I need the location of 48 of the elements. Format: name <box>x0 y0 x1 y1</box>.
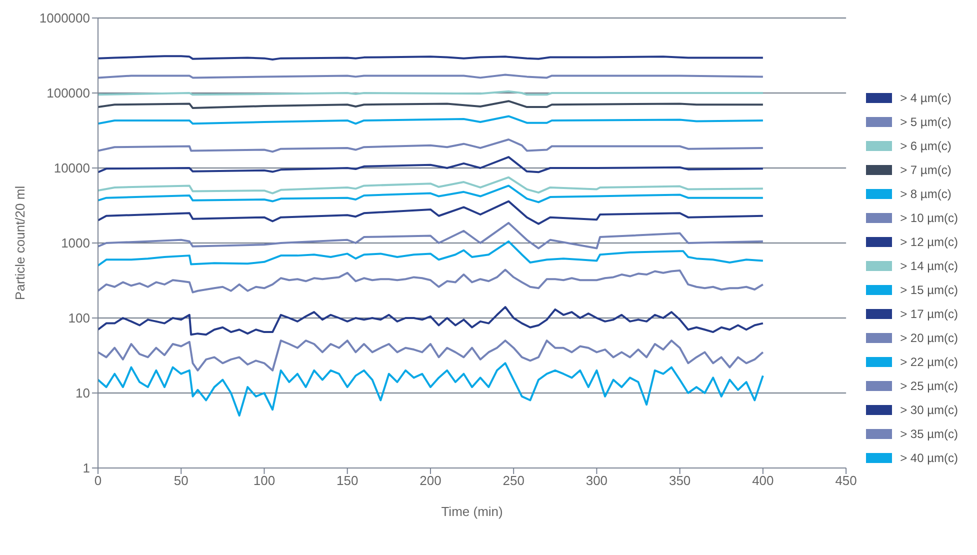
y-tick-label: 1000000 <box>39 10 90 26</box>
y-tick-label: 1000 <box>61 236 90 251</box>
legend-label: > 7 µm(c) <box>900 162 952 178</box>
legend-label: > 12 µm(c) <box>900 234 958 250</box>
line-series <box>98 268 764 294</box>
legend-label: > 35 µm(c) <box>900 426 958 442</box>
line-series <box>98 340 764 372</box>
y-axis-title: Particle count/20 ml <box>12 186 28 300</box>
y-tick-label: 1 <box>82 460 90 476</box>
line-series <box>98 200 764 225</box>
legend-label: > 22 µm(c) <box>900 354 958 370</box>
x-tick-label: 100 <box>253 473 276 488</box>
x-axis-title: Time (min) <box>441 504 503 519</box>
line-series <box>98 156 764 174</box>
legend-label: > 8 µm(c) <box>900 186 952 202</box>
legend-label: > 20 µm(c) <box>900 330 958 346</box>
legend-label: > 6 µm(c) <box>900 138 952 154</box>
x-tick-label: 450 <box>835 473 857 488</box>
line-series <box>98 362 764 417</box>
line-series <box>98 240 764 267</box>
x-tick-label: 50 <box>174 473 188 488</box>
x-tick-label: 250 <box>502 473 524 488</box>
y-tick-label: 10 <box>76 386 90 401</box>
legend-label: > 5 µm(c) <box>900 114 952 130</box>
line-series <box>98 176 764 194</box>
x-tick-label: 200 <box>420 473 442 488</box>
x-tick-label: 150 <box>336 473 358 488</box>
line-series <box>98 184 764 204</box>
legend-label: > 15 µm(c) <box>900 282 958 298</box>
legend-label: > 17 µm(c) <box>900 306 958 322</box>
x-tick-label: 300 <box>586 473 608 488</box>
legend-label: > 40 µm(c) <box>900 450 958 466</box>
y-tick-label: 100000 <box>46 86 90 101</box>
line-series <box>98 222 764 250</box>
legend-label: > 14 µm(c) <box>900 258 958 274</box>
legend-label: > 10 µm(c) <box>900 210 958 226</box>
x-tick-label: 0 <box>94 473 102 488</box>
legend-label: > 30 µm(c) <box>900 402 958 418</box>
line-series <box>98 100 764 110</box>
y-tick-label: 100 <box>68 310 90 326</box>
line-series <box>98 115 764 125</box>
legend-label: > 25 µm(c) <box>900 378 958 394</box>
line-series <box>98 138 764 153</box>
legend-label: > 4 µm(c) <box>900 90 952 106</box>
x-tick-label: 400 <box>752 473 774 488</box>
x-tick-label: 350 <box>668 473 691 488</box>
y-tick-label: 10000 <box>54 160 90 176</box>
line-series <box>98 306 764 336</box>
